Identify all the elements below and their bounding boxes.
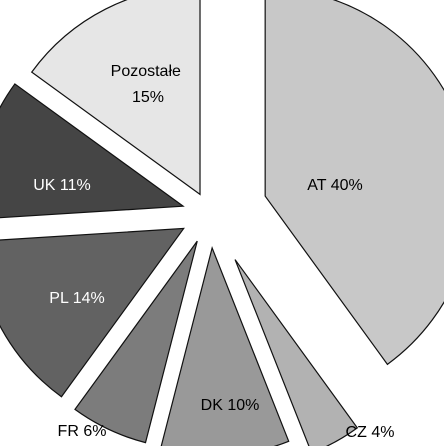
slice-label-cz: CZ 4% <box>346 424 395 441</box>
pie-slice-pozostale <box>30 0 201 196</box>
slice-label-pl: PL 14% <box>49 290 104 307</box>
pie-slice-at <box>264 0 444 366</box>
pie-labels: AT 40% CZ 4% DK 10% FR 6% PL 14% UK 11% … <box>33 63 394 441</box>
slice-label-dk: DK 10% <box>201 397 260 414</box>
pie-slice-fr <box>74 240 198 444</box>
slice-label-fr: FR 6% <box>58 423 107 440</box>
slice-label-pozostale: Pozostałe 15% <box>111 63 186 106</box>
pie-slice-pl <box>0 227 185 398</box>
pie-slice-cz <box>234 259 359 446</box>
pie-slice-uk <box>0 83 185 219</box>
slice-label-pozostale-line2: 15% <box>132 89 164 106</box>
slice-label-uk: UK 11% <box>33 177 91 194</box>
slice-label-pozostale-line1: Pozostałe <box>111 63 181 80</box>
pie-slice-dk <box>160 245 290 446</box>
slice-label-at: AT 40% <box>307 177 362 194</box>
